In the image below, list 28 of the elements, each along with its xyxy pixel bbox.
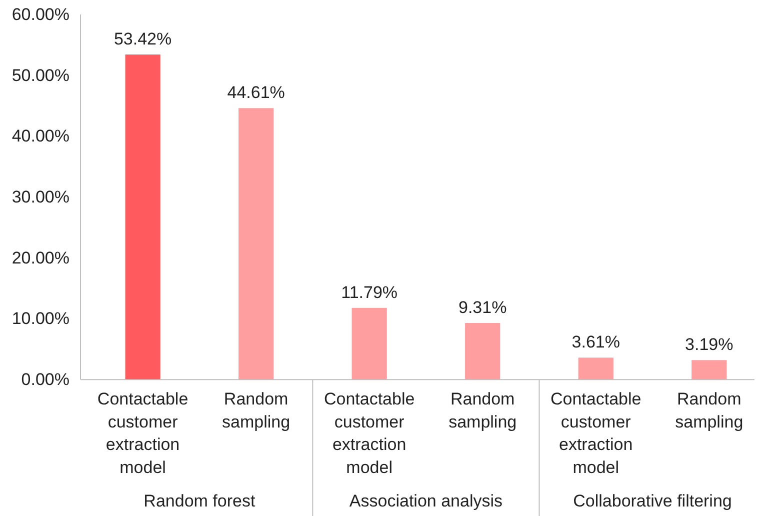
x-tick-label: Random sampling xyxy=(222,390,290,432)
bar xyxy=(238,108,274,380)
y-tick-label: 0.00% xyxy=(21,370,70,390)
y-tick-label: 10.00% xyxy=(12,309,70,328)
data-label: 11.79% xyxy=(341,282,398,302)
bar xyxy=(465,322,500,380)
text: Association analysis xyxy=(349,492,503,510)
x-tick-label: Random sampling xyxy=(448,390,517,432)
data-label: 3.61% xyxy=(572,332,620,352)
y-tick-label: 20.00% xyxy=(12,248,70,268)
y-tick-label: 60.00% xyxy=(12,5,70,24)
data-label: 3.19% xyxy=(685,335,734,354)
text: Random forest xyxy=(144,492,256,510)
bar xyxy=(352,308,387,380)
y-tick-label: 50.00% xyxy=(12,66,70,85)
text: Collaborative filtering xyxy=(573,492,732,510)
x-tick-label: Contactable customer extraction model xyxy=(97,390,188,477)
y-tick-label: 40.00% xyxy=(12,126,70,146)
bar xyxy=(692,360,727,380)
data-label: 44.61% xyxy=(227,83,285,102)
x-tick-label: Contactable customer extraction model xyxy=(324,390,415,477)
y-tick-label: 30.00% xyxy=(12,188,70,207)
data-label: 53.42% xyxy=(114,30,172,49)
bar xyxy=(578,358,614,380)
bar xyxy=(125,54,160,380)
x-tick-label: Contactable customer extraction model xyxy=(550,390,642,477)
x-tick-label: Random sampling xyxy=(675,390,744,432)
data-label: 9.31% xyxy=(458,298,507,317)
